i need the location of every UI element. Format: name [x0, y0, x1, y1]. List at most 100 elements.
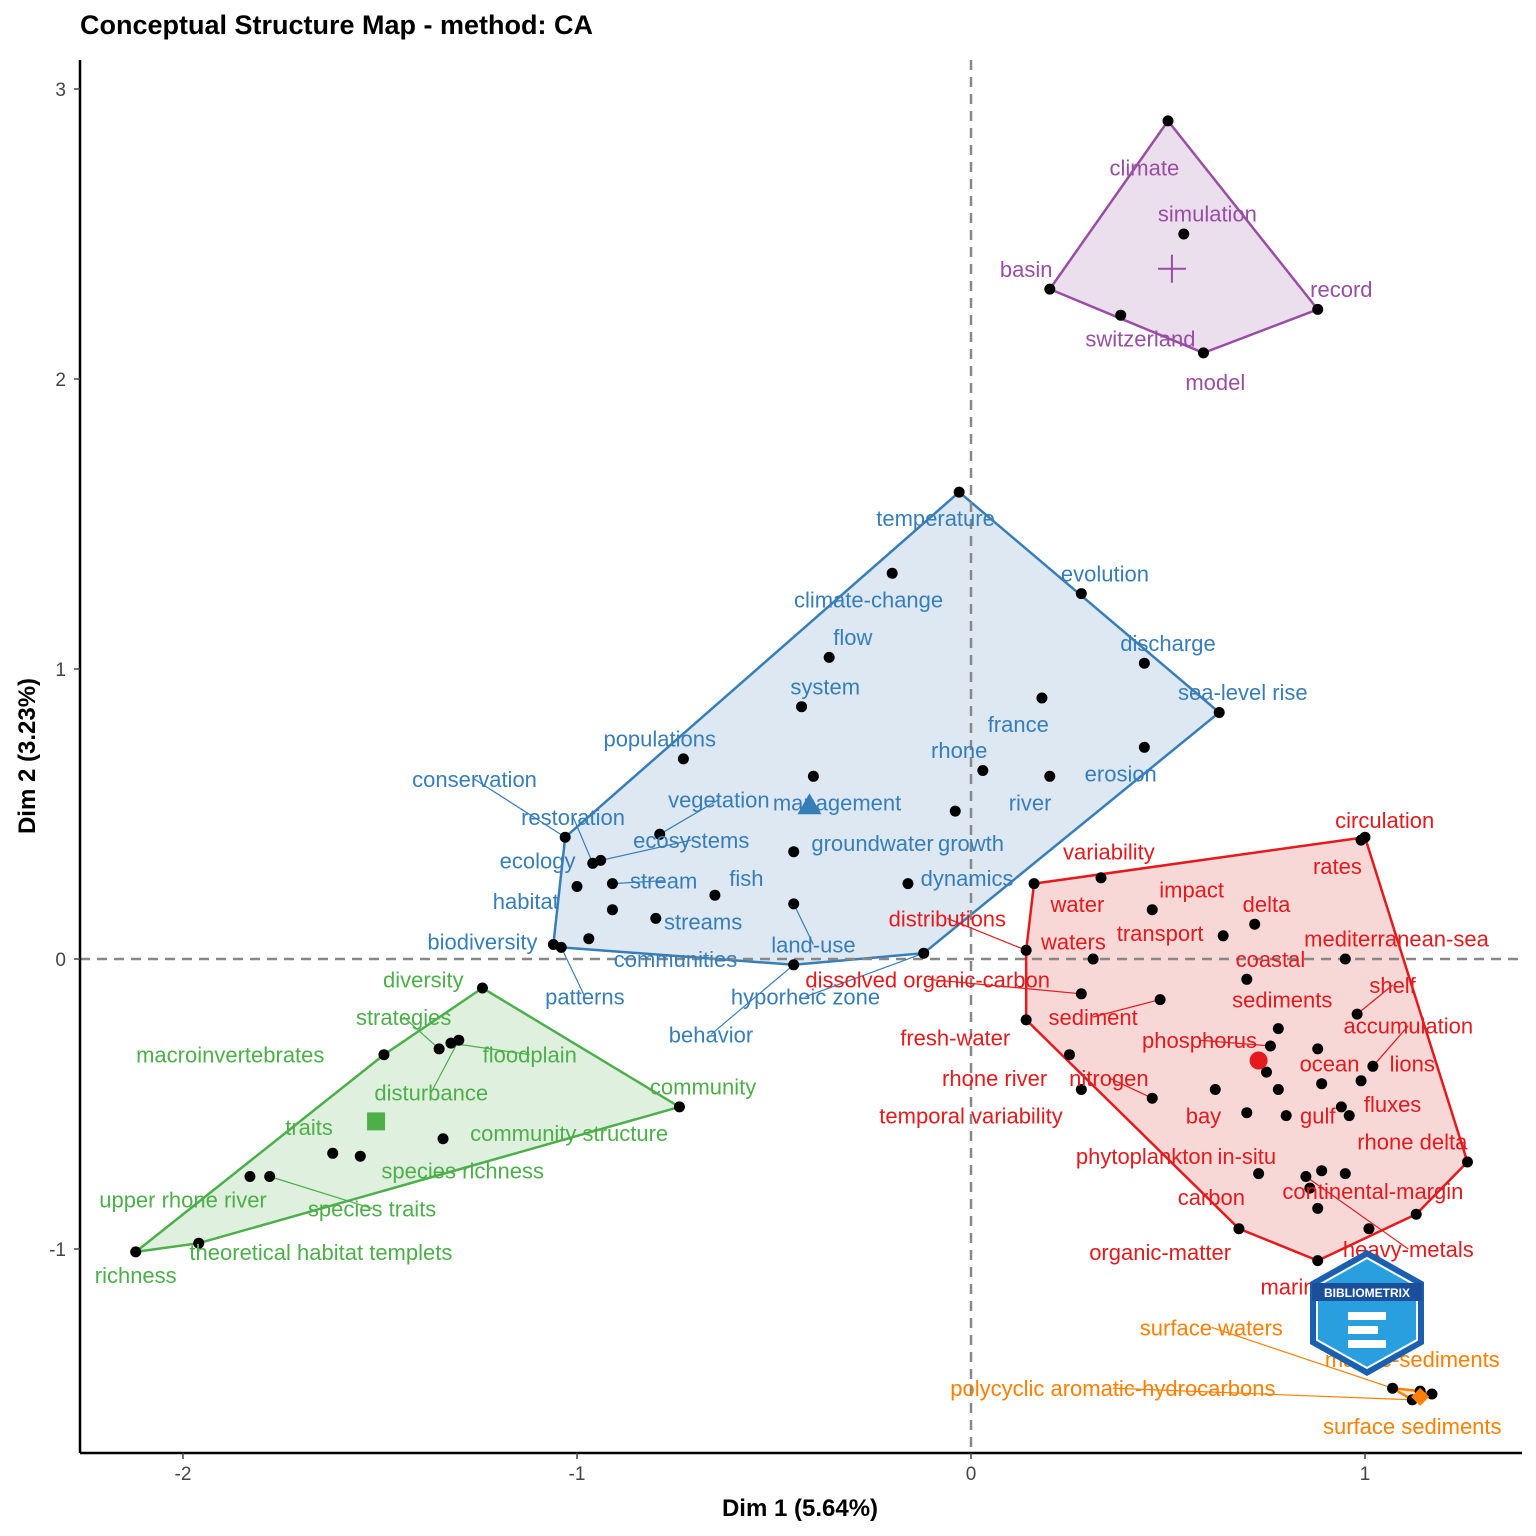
term-label: accumulation: [1344, 1014, 1474, 1039]
term-label: model: [1185, 370, 1245, 395]
term-point: [1363, 1223, 1375, 1235]
term-label: fish: [729, 866, 763, 891]
term-label: behavior: [669, 1022, 753, 1047]
term-point: [1316, 1165, 1328, 1177]
term-label: ecosystems: [633, 828, 749, 853]
term-label: theoretical habitat templets: [189, 1240, 452, 1265]
term-point: [555, 941, 567, 953]
term-label: waters: [1040, 930, 1106, 955]
term-point: [1261, 1066, 1272, 1078]
y-tick-label: 1: [55, 660, 66, 681]
term-label: temperature: [876, 506, 995, 531]
term-label: surface waters: [1140, 1315, 1283, 1340]
term-point: [796, 701, 808, 713]
y-tick-label: 0: [55, 950, 66, 971]
cluster-centroid-purple: [1157, 254, 1186, 283]
label-leader-line: [1372, 1025, 1409, 1067]
term-point: [606, 878, 618, 890]
label-leader-line: [612, 880, 664, 885]
term-point: [433, 1043, 445, 1055]
term-label: fluxes: [1364, 1092, 1421, 1117]
term-label: growth: [938, 831, 1004, 856]
term-point: [1028, 878, 1040, 890]
label-leader-line: [474, 778, 566, 838]
term-label: phytoplankton: [1076, 1144, 1213, 1169]
term-point: [1197, 347, 1209, 359]
term-label: streams: [664, 909, 742, 934]
term-point: [1355, 1075, 1367, 1087]
term-point: [1312, 1202, 1324, 1214]
term-label: restoration: [521, 805, 625, 830]
term-label: switzerland: [1085, 326, 1195, 351]
term-label: polycyclic aromatic-hydrocarbons: [950, 1376, 1275, 1401]
term-point: [1146, 1092, 1158, 1104]
x-axis-title: Dim 1 (5.64%): [722, 1495, 878, 1522]
label-leader-line: [793, 903, 814, 945]
term-point: [953, 486, 965, 498]
term-point: [918, 947, 930, 959]
term-label: gulf: [1300, 1104, 1336, 1129]
term-label: land-use: [771, 933, 855, 958]
term-point: [807, 770, 819, 782]
label-leader-line: [560, 947, 586, 997]
label-leader-line: [659, 798, 720, 835]
term-point: [823, 651, 835, 663]
y-tick-label: -1: [49, 1240, 66, 1261]
cluster-hull-green: [131, 986, 683, 1254]
reference-lines: [80, 60, 1522, 1453]
term-label: transport: [1117, 921, 1204, 946]
term-label: dynamics: [921, 866, 1014, 891]
term-point: [1253, 1168, 1265, 1180]
label-leader-line: [947, 917, 1027, 951]
term-label: coastal: [1236, 947, 1306, 972]
logo-bar-3: [1348, 1340, 1386, 1348]
term-point: [1036, 692, 1048, 704]
term-label: sediment: [1048, 1005, 1137, 1030]
term-label: groundwater: [811, 831, 933, 856]
term-point: [654, 828, 666, 840]
term-label: rhone river: [942, 1066, 1047, 1091]
label-leader-line: [1199, 1039, 1271, 1047]
term-label: temporal variability: [879, 1104, 1062, 1129]
x-tick-label: 1: [1360, 1464, 1371, 1485]
term-point: [264, 1171, 276, 1182]
term-point: [1154, 994, 1166, 1006]
term-label: disturbance: [374, 1080, 488, 1105]
label-leader-lines: [269, 778, 1413, 1401]
term-point: [1064, 1049, 1075, 1061]
term-label: community structure: [470, 1121, 668, 1146]
term-point: [1367, 1060, 1379, 1072]
term-label: flow: [833, 625, 872, 650]
term-label: mediterranean-sea: [1304, 927, 1489, 952]
term-point: [1075, 588, 1087, 600]
cluster-centroid-green: [367, 1112, 386, 1131]
term-point: [354, 1150, 366, 1162]
y-tick-label: 2: [55, 370, 66, 391]
term-point: [673, 1101, 685, 1113]
label-leader-line: [269, 1175, 373, 1209]
term-label: bay: [1186, 1104, 1221, 1129]
term-label: basin: [1000, 257, 1053, 282]
term-label: climate-change: [794, 587, 943, 612]
term-point: [1335, 1101, 1347, 1113]
term-label: climate: [1110, 155, 1180, 180]
label-leader-line: [572, 816, 594, 864]
term-label: record: [1310, 277, 1372, 302]
term-label: sea-level rise: [1178, 680, 1308, 705]
term-label: rhone delta: [1357, 1130, 1468, 1155]
term-point: [476, 982, 488, 994]
x-tick-label: 0: [966, 1464, 977, 1485]
term-point: [1178, 228, 1190, 240]
term-label: delta: [1243, 892, 1291, 917]
term-point: [1312, 303, 1324, 315]
term-label: erosion: [1085, 761, 1157, 786]
term-label: continental-margin: [1282, 1179, 1463, 1204]
term-point: [902, 878, 914, 890]
term-point: [1209, 1084, 1221, 1095]
term-point: [595, 854, 607, 866]
term-label: macroinvertebrates: [136, 1043, 324, 1068]
term-point: [977, 765, 989, 776]
term-point: [1044, 283, 1056, 295]
term-point: [1272, 1023, 1284, 1035]
logo-text: BIBLIOMETRIX: [1324, 1286, 1410, 1300]
